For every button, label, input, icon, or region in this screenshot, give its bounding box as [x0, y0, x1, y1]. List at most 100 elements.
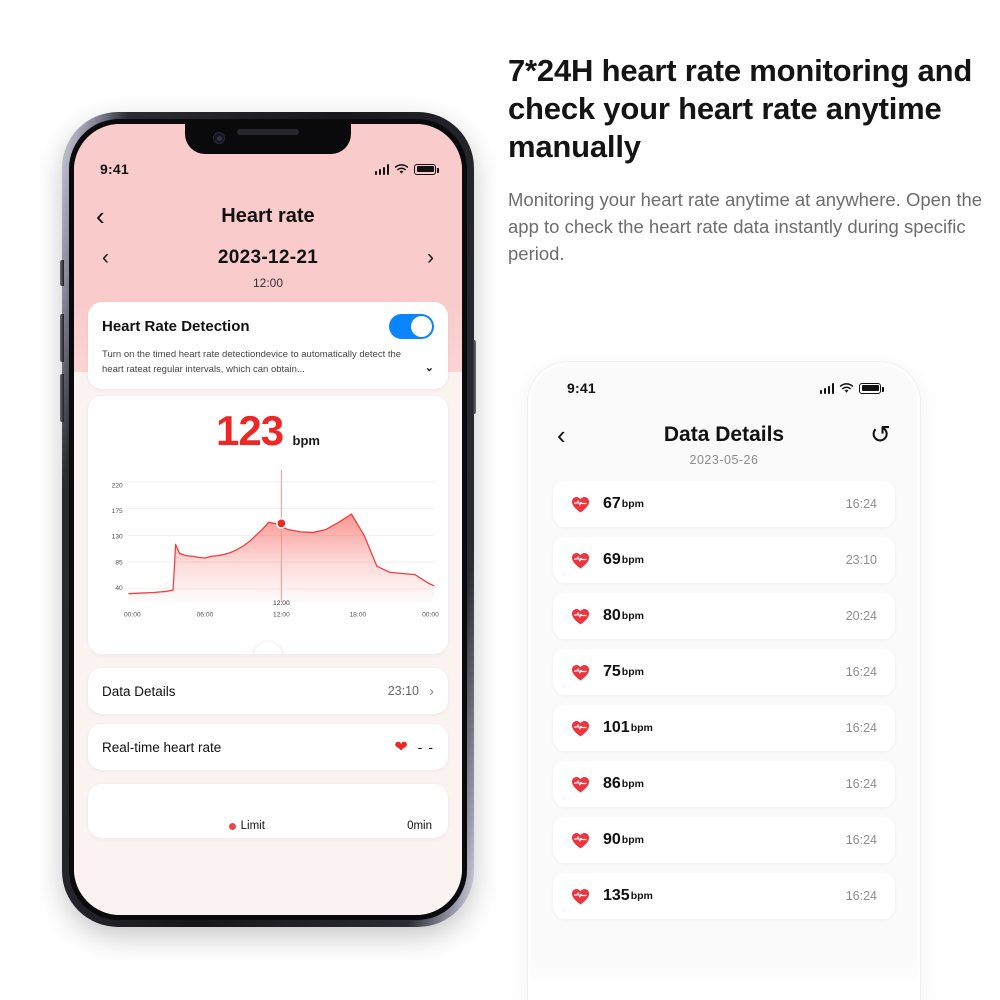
signal-bars-icon — [374, 163, 389, 175]
y-tick-label: 85 — [115, 559, 123, 566]
power-button[interactable] — [472, 340, 476, 414]
phone2-screen: 9:41 ‹ Data Details ↺ — [531, 365, 917, 1000]
prev-day-button[interactable]: ‹ — [102, 246, 109, 269]
bpm-unit: bpm — [621, 498, 644, 510]
headline: 7*24H heart rate monitoring and check yo… — [508, 53, 973, 164]
x-tick-label: 12:00 — [273, 612, 290, 619]
measurement-time: 16:24 — [845, 889, 877, 903]
heart-rate-list: 67 bpm 16:24 69 bpm 23:10 80 bpm 20:24 75 bpm 16:24… — [553, 481, 895, 1000]
volume-down-button[interactable] — [60, 374, 64, 422]
signal-bars-icon — [819, 382, 834, 394]
status-bar-2: 9:41 — [531, 377, 917, 399]
page-title: Data Details — [663, 423, 785, 446]
bpm-unit: bpm — [621, 834, 644, 846]
real-time-heart-rate-row[interactable]: Real-time heart rate ❤ - - — [88, 724, 448, 770]
heartbeat-icon — [571, 552, 590, 568]
bpm-unit: bpm — [630, 722, 653, 734]
chevron-right-icon[interactable]: › — [429, 682, 434, 700]
list-item[interactable]: 67 bpm 16:24 — [553, 481, 895, 527]
measurement-time: 16:24 — [845, 833, 877, 847]
detection-toggle[interactable] — [389, 314, 434, 339]
marketing-copy: 7*24H heart rate monitoring and check yo… — [508, 52, 986, 267]
list-item[interactable]: 101 bpm 16:24 — [553, 705, 895, 751]
wifi-icon — [839, 383, 854, 393]
phone2-frame: 9:41 ‹ Data Details ↺ — [528, 362, 920, 1000]
measurement-time: 16:24 — [845, 497, 877, 511]
limit-card: Limit 0min — [88, 784, 448, 838]
selected-time: 12:00 — [252, 276, 284, 290]
real-time-value: - - — [417, 739, 434, 755]
limit-dot-icon — [228, 822, 236, 830]
real-time-right: ❤ - - — [394, 737, 434, 757]
heartbeat-icon — [571, 664, 590, 680]
list-item[interactable]: 86 bpm 16:24 — [553, 761, 895, 807]
chart-marker-dot — [277, 519, 286, 528]
earpiece-speaker-icon — [237, 129, 299, 135]
back-button[interactable]: ‹ — [96, 201, 105, 231]
data-date: 2023-05-26 — [689, 453, 759, 467]
x-tick-label: 06:00 — [197, 612, 214, 619]
y-tick-label: 40 — [115, 585, 123, 592]
wifi-icon — [394, 164, 409, 174]
selected-date[interactable]: 2023-12-21 — [217, 247, 319, 268]
heart-rate-detection-card: Heart Rate Detection Turn on the timed h… — [88, 302, 448, 390]
bpm-value: 90 — [603, 831, 621, 848]
x-tick-label: 00:00 — [422, 612, 439, 619]
y-tick-label: 175 — [112, 508, 123, 515]
body-text: Monitoring your heart rate anytime at an… — [508, 189, 983, 264]
back-button[interactable]: ‹ — [557, 420, 566, 450]
detection-title: Heart Rate Detection — [102, 318, 250, 335]
list-item[interactable]: 135 bpm 16:24 — [553, 873, 895, 919]
limit-duration: 0min — [407, 820, 432, 832]
limit-footer: Limit 0min — [88, 820, 448, 832]
list-item[interactable]: 75 bpm 16:24 — [553, 649, 895, 695]
list-item[interactable]: 69 bpm 23:10 — [553, 537, 895, 583]
chart-scrub-handle[interactable] — [254, 642, 282, 654]
heartbeat-icon — [571, 888, 590, 904]
bpm-unit: bpm — [621, 610, 644, 622]
heartbeat-icon — [571, 832, 590, 848]
bpm-value: 80 — [603, 607, 621, 624]
list-item[interactable]: 90 bpm 16:24 — [553, 817, 895, 863]
heartbeat-icon — [571, 776, 590, 792]
bpm-unit: bpm — [621, 778, 644, 790]
current-reading: 123 bpm — [96, 410, 440, 452]
chart-svg — [128, 470, 435, 602]
front-camera-icon — [213, 132, 225, 144]
volume-up-button[interactable] — [60, 314, 64, 362]
phone-frame: 9:41 ‹ Heart rat — [62, 112, 474, 927]
date-selector: ‹ 2023-12-21 › — [74, 246, 462, 270]
bpm-value: 101 — [603, 719, 630, 736]
heart-rate-chart[interactable]: 220 175 130 85 40 00:00 06:00 12:00 18:00 00:00 12… — [96, 462, 440, 630]
bpm-value: 75 — [603, 663, 621, 680]
data-details-row[interactable]: Data Details 23:10 › — [88, 668, 448, 714]
status-icons-2 — [819, 382, 884, 394]
x-tick-label: 18:00 — [349, 612, 366, 619]
detection-description: Turn on the timed heart rate detectionde… — [102, 348, 434, 377]
limit-label: Limit — [240, 820, 265, 832]
next-day-button[interactable]: › — [426, 246, 434, 269]
data-details-label: Data Details — [102, 683, 176, 699]
phone-mockup-data-details: 9:41 ‹ Data Details ↺ — [528, 362, 920, 1000]
list-item[interactable]: 80 bpm 20:24 — [553, 593, 895, 639]
x-tick-label: 00:00 — [124, 612, 141, 619]
bpm-unit: bpm — [621, 666, 644, 678]
status-icons — [374, 163, 439, 175]
y-tick-label: 130 — [112, 534, 123, 541]
chevron-down-icon[interactable]: ⌄ — [424, 362, 434, 375]
refresh-icon[interactable]: ↺ — [870, 420, 891, 449]
heartbeat-icon — [571, 720, 590, 736]
measurement-time: 16:24 — [845, 777, 877, 791]
bpm-unit: bpm — [621, 554, 644, 566]
battery-icon — [414, 163, 439, 175]
limit-legend: Limit — [228, 820, 265, 832]
notch — [185, 124, 351, 154]
bpm-unit: bpm — [292, 433, 320, 448]
bpm-value: 86 — [603, 775, 621, 792]
mute-switch[interactable] — [60, 260, 64, 286]
bpm-value: 123 — [216, 407, 284, 454]
page-title: Heart rate — [221, 204, 315, 227]
measurement-time: 20:24 — [845, 609, 877, 623]
chart-line — [128, 513, 435, 595]
